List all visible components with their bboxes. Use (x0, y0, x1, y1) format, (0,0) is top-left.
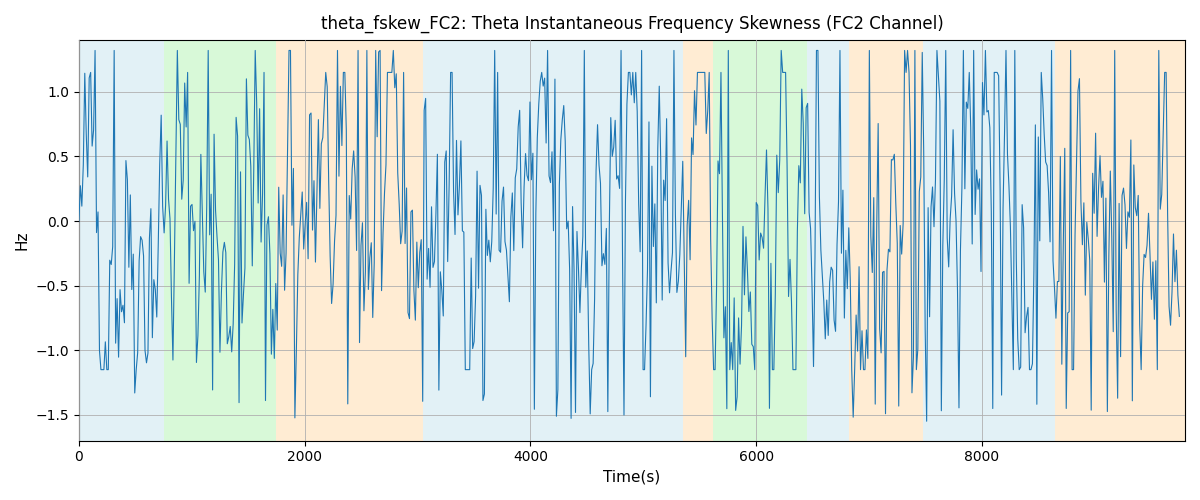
Bar (923, 40, 1055, 440)
Bar (806, 40, 848, 440)
Bar (683, 40, 713, 440)
Bar (713, 40, 806, 440)
Bar (79, 40, 163, 440)
Y-axis label: Hz: Hz (14, 230, 30, 250)
Bar (424, 40, 683, 440)
Bar (276, 40, 424, 440)
Bar (1055, 40, 1186, 440)
Bar (163, 40, 276, 440)
Title: theta_fskew_FC2: Theta Instantaneous Frequency Skewness (FC2 Channel): theta_fskew_FC2: Theta Instantaneous Fre… (320, 15, 943, 34)
X-axis label: Time(s): Time(s) (604, 470, 660, 485)
Bar (848, 40, 923, 440)
